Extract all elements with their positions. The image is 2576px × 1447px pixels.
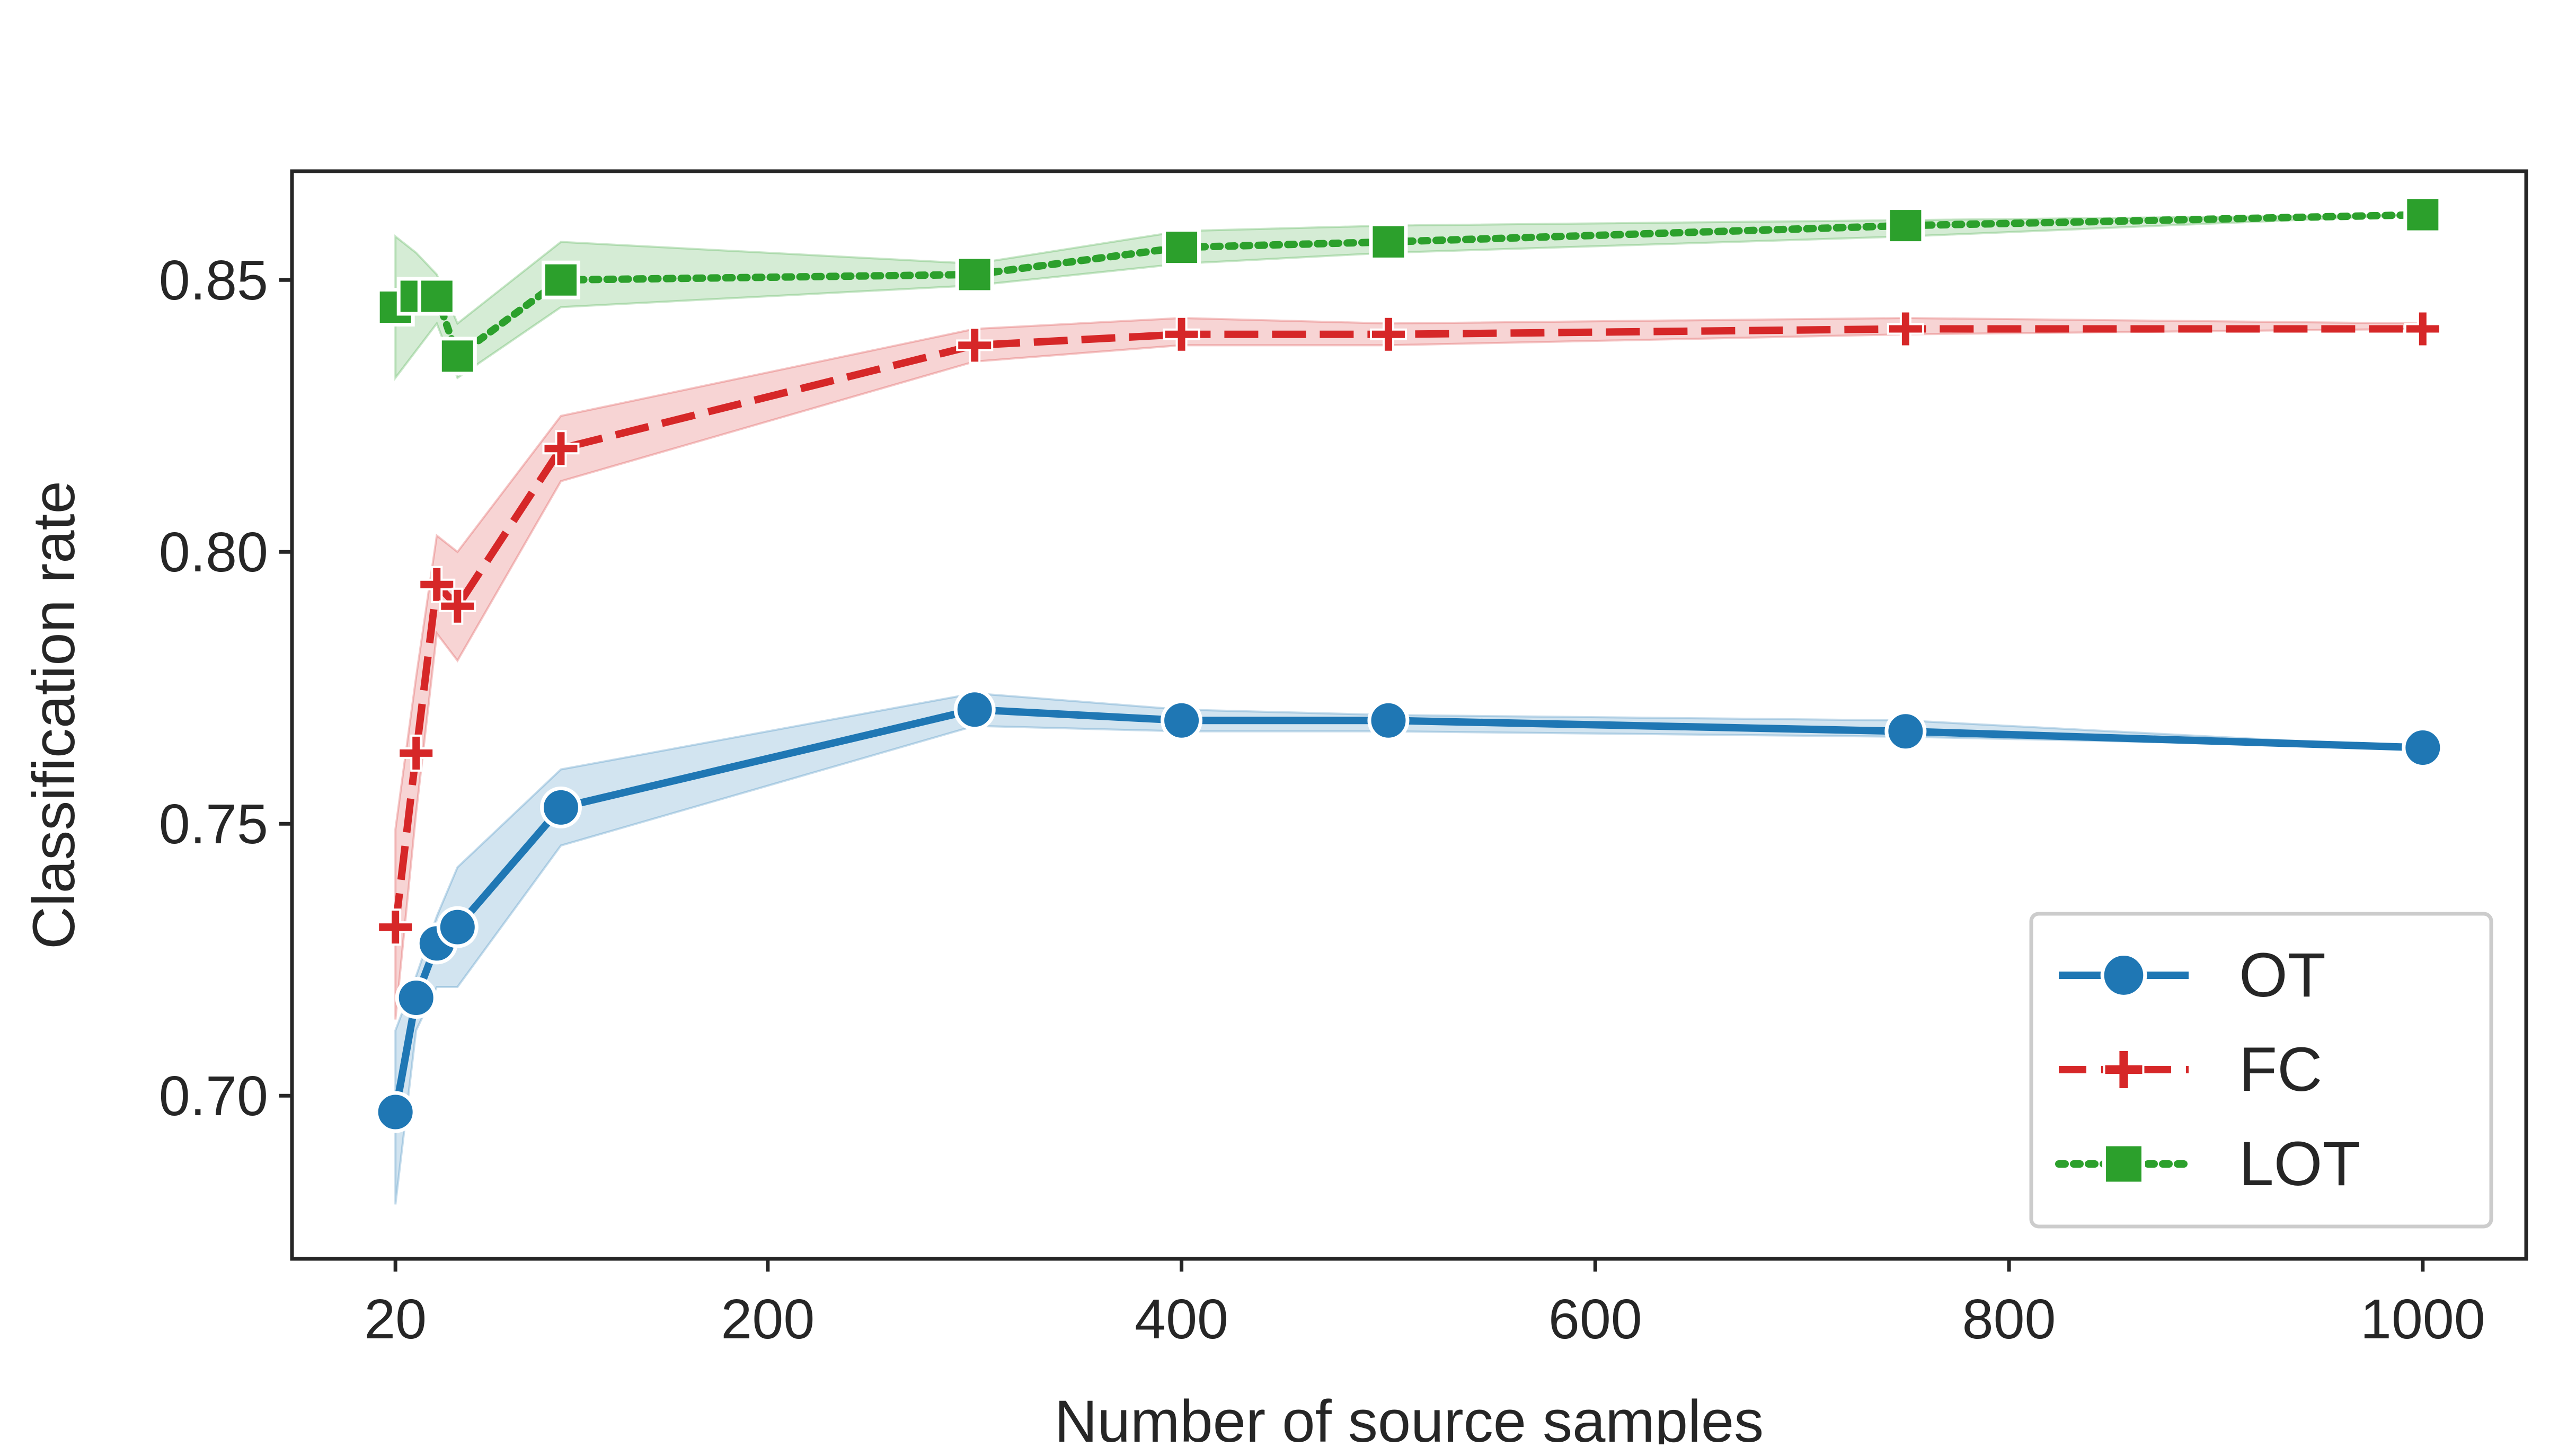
ot-series-line — [392, 705, 2423, 1113]
lot-confidence-band — [394, 214, 2423, 381]
x-tick-label: 600 — [1548, 1288, 1642, 1351]
lot-point — [541, 260, 580, 299]
lot-point — [2403, 195, 2442, 234]
legend-ot-marker — [2100, 952, 2147, 999]
fc-point — [1163, 315, 1200, 353]
fc-point — [397, 734, 435, 772]
ot-point — [436, 906, 479, 948]
ot-point — [953, 689, 996, 731]
lot-point — [1369, 222, 1408, 261]
y-tick-label: 0.75 — [159, 793, 268, 855]
fc-point — [1369, 315, 1407, 353]
ot-point — [395, 977, 437, 1019]
y-tick-label: 0.80 — [159, 521, 268, 584]
legend-fc-label: FC — [2239, 1035, 2322, 1105]
x-tick-label: 1000 — [2360, 1288, 2485, 1351]
x-tick-label: 800 — [1962, 1288, 2056, 1351]
plot-frame — [290, 169, 2528, 1261]
fc-point — [377, 908, 414, 946]
legend-entries: OT FC LOT — [2055, 940, 2361, 1199]
ot-point — [1367, 699, 1410, 742]
fc-point — [542, 430, 580, 467]
ot-point — [1884, 710, 1927, 753]
y-tick-label: 0.70 — [159, 1065, 268, 1127]
ot-point — [2402, 727, 2444, 769]
x-axis-label: Number of source samples — [1055, 1388, 1764, 1444]
legend-lot-label: LOT — [2239, 1129, 2361, 1199]
legend-lot-marker — [2102, 1142, 2145, 1186]
series-markers — [374, 195, 2444, 1133]
lot-point — [955, 255, 994, 294]
legend-frame — [2029, 912, 2493, 1229]
ot-point — [374, 1091, 417, 1133]
fc-series-line — [392, 325, 2423, 928]
legend: OT FC LOT — [2029, 912, 2493, 1229]
lot-point — [1886, 206, 1925, 245]
fc-point — [2404, 310, 2441, 348]
legend-fc-marker — [2103, 1049, 2145, 1090]
y-axis: 0.70 0.75 0.80 0.85 — [159, 249, 292, 1127]
x-tick-label: 400 — [1135, 1288, 1228, 1351]
fc-point — [1887, 310, 1924, 348]
fc-point — [439, 587, 476, 625]
x-axis: 20 200 400 600 800 1000 — [364, 1259, 2485, 1351]
lot-point — [417, 277, 456, 316]
y-axis-label: Classification rate — [21, 481, 87, 949]
legend-ot-label: OT — [2239, 940, 2326, 1010]
x-tick-label: 200 — [721, 1288, 815, 1351]
fc-point — [956, 327, 994, 364]
ot-point — [1161, 699, 1203, 742]
y-tick-label: 0.85 — [159, 249, 268, 312]
x-tick-label: 20 — [364, 1288, 427, 1351]
ot-point — [539, 786, 582, 828]
lot-point — [438, 337, 477, 376]
lot-point — [1162, 228, 1201, 267]
